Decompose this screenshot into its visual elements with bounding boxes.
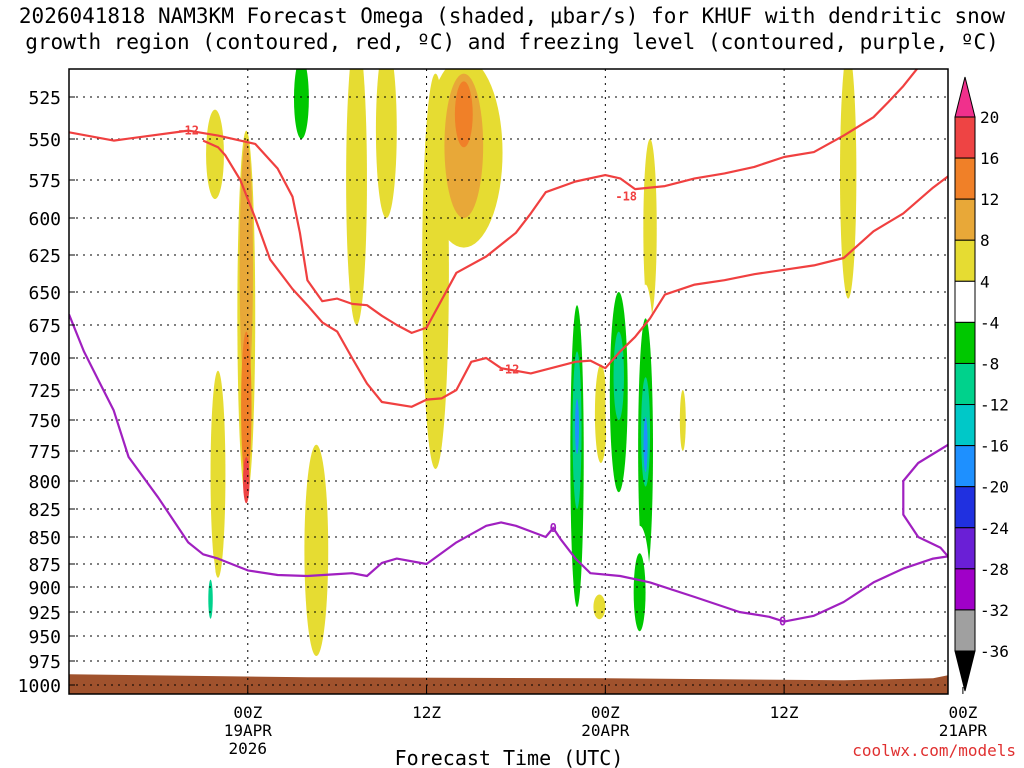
chart-title-line1: 2026041818 NAM3KM Forecast Omega (shaded… (18, 4, 1006, 28)
colorbar-bin (954, 527, 976, 570)
x-tick-label: 12Z (770, 703, 799, 722)
omega-blob (304, 444, 329, 656)
colorbar-label: -24 (980, 519, 1009, 538)
omega-blob (679, 390, 686, 451)
colorbar-bin (954, 116, 976, 159)
omega-blob (454, 81, 473, 148)
y-tick-label: 625 (28, 246, 61, 267)
y-tick-label: 575 (28, 171, 61, 192)
y-tick-label: 950 (28, 627, 61, 648)
omega-blob (206, 109, 224, 199)
colorbar-label: -16 (980, 437, 1009, 456)
colorbar-label: -8 (980, 354, 999, 373)
omega-blob (243, 457, 250, 504)
colorbar-label: 16 (980, 149, 999, 168)
x-tick-year: 2026 (229, 739, 268, 758)
omega-blob (643, 417, 648, 472)
contour-label: -18 (615, 190, 637, 204)
plot-frame (68, 68, 949, 695)
y-tick-label: 600 (28, 209, 61, 230)
omega-blob (288, 503, 300, 627)
contour-line (69, 69, 919, 334)
y-tick-label: 750 (28, 411, 61, 432)
watermark: coolwx.com/models (852, 741, 1016, 760)
omega-blob (293, 69, 309, 139)
y-tick-label: 525 (28, 88, 61, 109)
x-tick-label: 00Z (591, 703, 620, 722)
colorbar-bin (954, 568, 976, 611)
colorbar-label: 12 (980, 190, 999, 209)
y-tick-label: 700 (28, 349, 61, 370)
colorbar-bin (954, 486, 976, 529)
ground-terrain (69, 674, 948, 694)
x-tick-label: 00Z (233, 703, 262, 722)
omega-blob (613, 331, 624, 420)
omega-blob (633, 553, 646, 632)
contour-line (202, 139, 948, 408)
y-tick-label: 800 (28, 472, 61, 493)
colorbar-bin (954, 321, 976, 364)
y-tick-label: 725 (28, 381, 61, 402)
contour-label: -12 (498, 363, 520, 377)
y-tick-label: 975 (28, 652, 61, 673)
x-tick-date: 21APR (939, 721, 988, 740)
omega-blob (594, 364, 607, 464)
colorbar-label: 20 (980, 108, 999, 127)
colorbar-label: -28 (980, 560, 1009, 579)
omega-blob (690, 247, 718, 345)
colorbar-under-triangle (954, 650, 976, 692)
omega-blob (453, 486, 466, 521)
colorbar-label: 4 (980, 272, 990, 291)
colorbar-bin (954, 609, 976, 652)
omega-blob (208, 579, 213, 619)
omega-blob (375, 69, 397, 218)
colorbar-over-triangle (954, 76, 976, 118)
colorbar-bin (954, 239, 976, 282)
y-tick-label: 875 (28, 555, 61, 576)
omega-blob (241, 331, 252, 481)
y-tick-label: 1000 (18, 676, 61, 697)
x-tick-label: 12Z (412, 703, 441, 722)
y-tick-label: 850 (28, 528, 61, 549)
x-axis-label: Forecast Time (UTC) (395, 746, 624, 768)
x-tick-date: 19APR (224, 721, 273, 740)
y-tick-label: 825 (28, 500, 61, 521)
contour-line (69, 313, 948, 623)
omega-blob (593, 594, 606, 620)
colorbar-label: 8 (980, 231, 990, 250)
omega-blob (346, 69, 367, 325)
y-tick-label: 925 (28, 603, 61, 624)
colorbar-bin (954, 280, 976, 323)
omega-blob (575, 399, 580, 454)
omega-blob (643, 139, 657, 319)
y-tick-label: 675 (28, 316, 61, 337)
colorbar-label: -4 (980, 313, 999, 332)
y-tick-label: 900 (28, 578, 61, 599)
plot-area: -12 -12 0 -18 0 (69, 69, 948, 694)
colorbar-bin (954, 362, 976, 406)
contour-label: -12 (177, 124, 199, 138)
colorbar-label: -12 (980, 396, 1009, 415)
colorbar-bin (954, 404, 976, 447)
colorbar-bin (954, 445, 976, 488)
x-tick-label: 00Z (948, 703, 977, 722)
chart-title-line2: growth region (contoured, red, ºC) and f… (25, 30, 999, 54)
y-tick-label: 775 (28, 442, 61, 463)
colorbar-label: -32 (980, 601, 1009, 620)
colorbar-label: -20 (980, 478, 1009, 497)
y-tick-label: 550 (28, 130, 61, 151)
omega-blob (210, 370, 226, 578)
colorbar-bin (954, 157, 976, 200)
x-tick-date: 20APR (581, 721, 630, 740)
y-tick-label: 650 (28, 283, 61, 304)
colorbar-label: -36 (980, 642, 1009, 661)
colorbar-bin (954, 198, 976, 241)
contour-label: 0 (550, 521, 557, 535)
omega-blob (839, 69, 857, 299)
contour-label: 0 (779, 615, 786, 629)
